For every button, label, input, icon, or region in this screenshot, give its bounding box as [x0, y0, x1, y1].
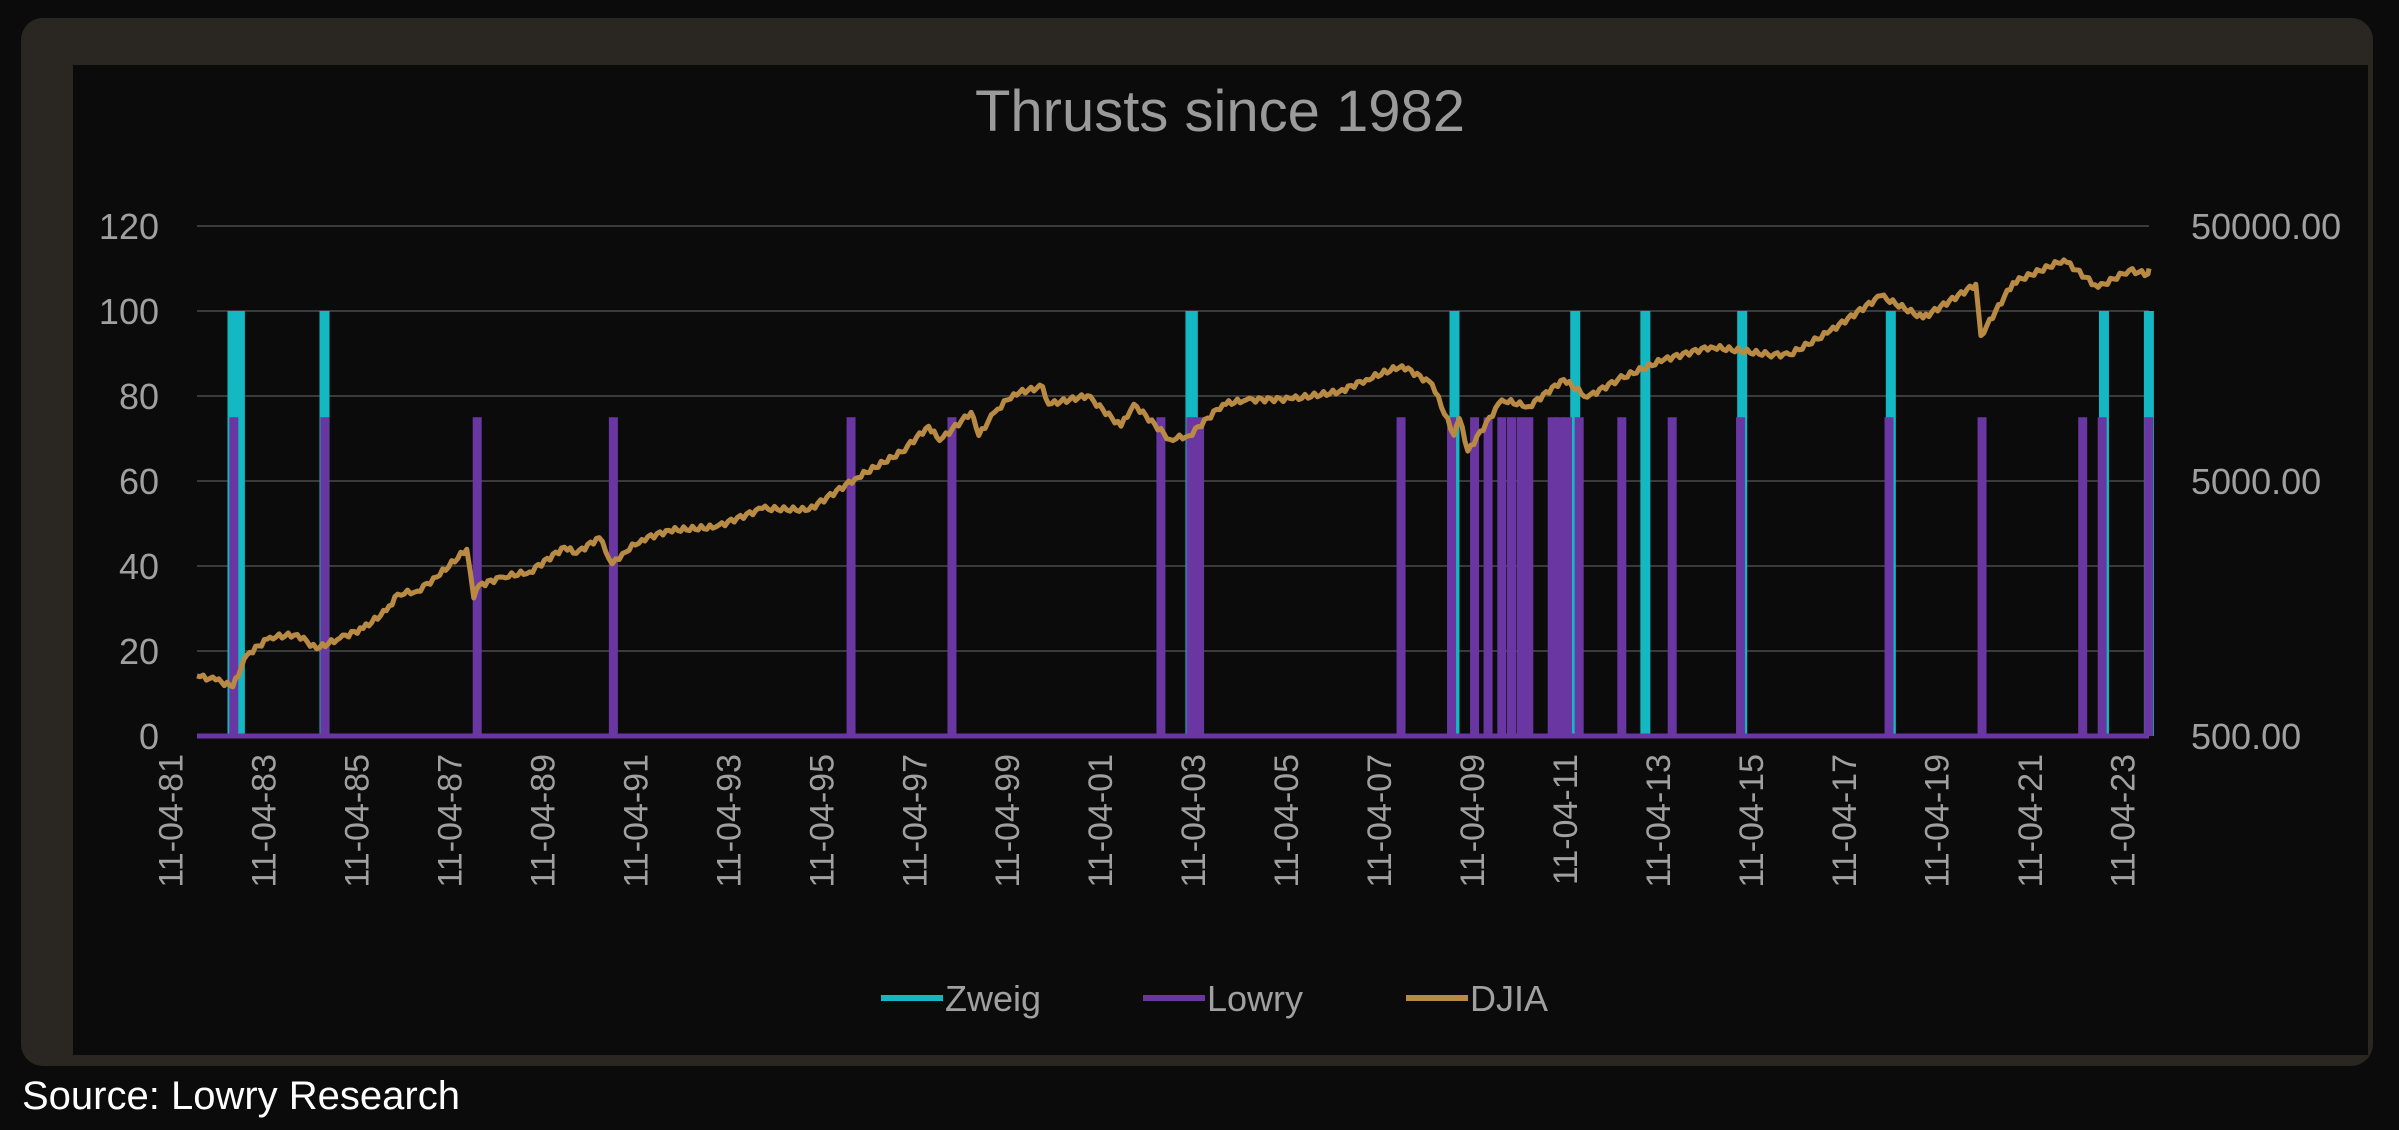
lowry-bar: [947, 417, 957, 736]
x-tick-label: 11-04-07: [1361, 754, 1399, 888]
legend-label-lowry: Lowry: [1207, 978, 1303, 1019]
x-tick-label: 11-04-81: [153, 754, 191, 888]
x-tick-label: 11-04-89: [524, 754, 562, 888]
lowry-bar: [1547, 417, 1557, 736]
y-right-tick-label: 50000.00: [2191, 206, 2341, 247]
y-left-tick-label: 120: [99, 206, 159, 247]
lowry-bar: [1497, 417, 1507, 736]
x-tick-label: 11-04-99: [989, 754, 1027, 888]
bars: [197, 311, 2154, 739]
chart-area: Thrusts since 1982 0 20 40 60 80 100 120 500.00…: [73, 65, 2368, 1055]
x-tick-label: 11-04-09: [1454, 754, 1492, 888]
lowry-bar: [1506, 417, 1516, 736]
x-tick-label: 11-04-95: [803, 754, 841, 888]
x-tick-label: 11-04-85: [339, 754, 377, 888]
y-right-tick-label: 5000.00: [2191, 461, 2321, 502]
lowry-bar: [1555, 417, 1565, 736]
lowry-bar: [1977, 417, 1987, 736]
x-tick-label: 11-04-05: [1268, 754, 1306, 888]
lowry-bar: [1396, 417, 1406, 736]
x-tick-label: 11-04-11: [1547, 754, 1585, 885]
x-tick-label: 11-04-83: [246, 754, 284, 888]
zweig-bar: [234, 311, 245, 736]
y-left-tick-label: 0: [139, 716, 159, 757]
djia-line: [196, 257, 2152, 690]
lowry-bar: [1516, 417, 1526, 736]
y-left-tick-label: 60: [119, 461, 159, 502]
source-note: Source: Lowry Research: [22, 1074, 460, 1118]
lowry-bar: [1562, 417, 1572, 736]
y-left-tick-label: 80: [119, 376, 159, 417]
lowry-bar: [1470, 417, 1480, 736]
djia-line-layer: [196, 257, 2152, 690]
lowry-bar: [1667, 417, 1677, 736]
lowry-bar: [1483, 417, 1493, 736]
x-tick-label: 11-04-19: [1919, 754, 1957, 888]
x-tick-label: 11-04-01: [1082, 754, 1120, 888]
lowry-bar: [846, 417, 856, 736]
lowry-bar: [472, 417, 482, 736]
lowry-bar: [608, 417, 618, 736]
legend: Zweig Lowry DJIA: [881, 978, 1548, 1019]
lowry-bar: [1884, 417, 1894, 736]
y-left-tick-label: 100: [99, 291, 159, 332]
lowry-bar: [2144, 417, 2154, 736]
lowry-bar: [1186, 417, 1196, 736]
chart-title: Thrusts since 1982: [975, 79, 1465, 144]
lowry-bar: [320, 417, 330, 736]
lowry-bar: [1617, 417, 1627, 736]
lowry-bar: [2078, 417, 2088, 736]
x-tick-label: 11-04-97: [896, 754, 934, 888]
x-tick-label: 11-04-91: [617, 754, 655, 888]
y-right-tick-label: 500.00: [2191, 716, 2301, 757]
legend-label-djia: DJIA: [1470, 978, 1548, 1019]
y-left-tick-label: 20: [119, 631, 159, 672]
x-tick-label: 11-04-13: [1640, 754, 1678, 888]
chart-frame: Thrusts since 1982 0 20 40 60 80 100 120 500.00…: [21, 18, 2373, 1066]
x-tick-label: 11-04-15: [1733, 754, 1771, 888]
x-tick-label: 11-04-93: [710, 754, 748, 888]
x-tick-label: 11-04-21: [2012, 754, 2050, 888]
lowry-bar: [1195, 417, 1205, 736]
legend-label-zweig: Zweig: [945, 978, 1041, 1019]
x-tick-label: 11-04-17: [1826, 754, 1864, 888]
y-left-tick-label: 40: [119, 546, 159, 587]
lowry-bar: [1156, 417, 1166, 736]
lowry-bar: [229, 417, 239, 736]
x-tick-label: 11-04-03: [1175, 754, 1213, 888]
lowry-bar: [1736, 417, 1746, 736]
gridlines: [197, 225, 2149, 652]
lowry-bar: [1447, 417, 1457, 736]
chart-svg: Thrusts since 1982 0 20 40 60 80 100 120 500.00…: [99, 79, 2341, 1019]
zweig-bar: [1640, 311, 1651, 736]
axes: 0 20 40 60 80 100 120 500.00 5000.00 50000.00 11-0…: [99, 206, 2341, 888]
lowry-bar: [2097, 417, 2107, 736]
x-tick-label: 11-04-87: [431, 754, 469, 888]
lowry-bar: [1574, 417, 1584, 736]
x-tick-label: 11-04-23: [2105, 754, 2143, 888]
lowry-bar: [1524, 417, 1534, 736]
